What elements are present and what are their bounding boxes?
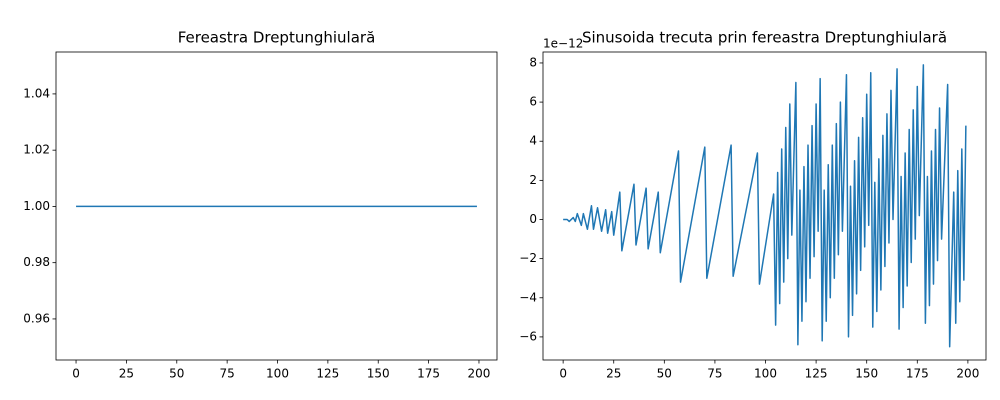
y-tick-label: 8 [529, 55, 537, 69]
y-tick-label: 1.02 [23, 143, 50, 157]
chart-title: Fereastra Dreptunghiulară [178, 29, 376, 47]
x-tick-label: 150 [367, 367, 390, 381]
x-tick-label: 75 [707, 367, 722, 381]
y-tick-label: 0 [529, 212, 537, 226]
axes-frame [55, 51, 498, 361]
x-tick-label: 75 [220, 367, 235, 381]
y-tick-label: 0.96 [23, 311, 50, 325]
x-tick-label: 100 [266, 367, 289, 381]
x-tick-label: 50 [657, 367, 672, 381]
x-tick-label: 25 [606, 367, 621, 381]
x-tick-label: 175 [417, 367, 440, 381]
x-tick-label: 200 [956, 367, 979, 381]
x-tick-label: 0 [559, 367, 567, 381]
y-tick-label: 0.98 [23, 255, 50, 269]
x-tick-label: 100 [754, 367, 777, 381]
y-tick-label: 1.00 [23, 199, 50, 213]
y-tick-label: −2 [519, 251, 537, 265]
x-tick-label: 150 [855, 367, 878, 381]
y-offset-label: 1e−12 [543, 37, 583, 51]
x-tick-label: 50 [169, 367, 184, 381]
y-tick-label: −6 [519, 329, 537, 343]
x-tick-label: 25 [119, 367, 134, 381]
x-tick-label: 0 [72, 367, 80, 381]
line [563, 64, 967, 348]
x-tick-label: 125 [805, 367, 828, 381]
y-tick-label: 4 [529, 134, 537, 148]
y-tick-label: 2 [529, 173, 537, 187]
y-tick-label: 6 [529, 95, 537, 109]
axes-frame [542, 51, 987, 361]
x-tick-label: 175 [906, 367, 929, 381]
y-tick-label: −4 [519, 290, 537, 304]
chart-title: Sinusoida trecuta prin fereastra Dreptun… [582, 29, 947, 47]
x-tick-label: 200 [468, 367, 491, 381]
x-tick-label: 125 [316, 367, 339, 381]
y-tick-label: 1.04 [23, 86, 50, 100]
